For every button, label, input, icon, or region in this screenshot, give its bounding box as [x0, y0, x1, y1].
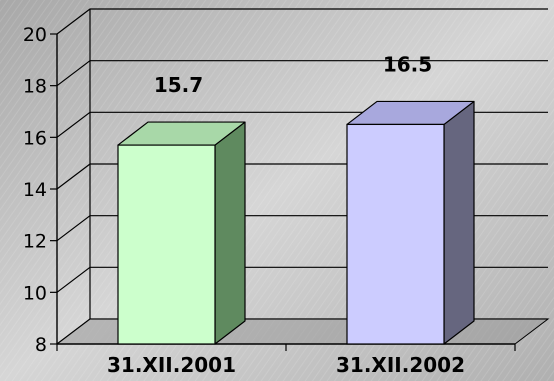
data-label: 16.5	[383, 52, 432, 76]
bar-front	[346, 123, 445, 345]
bar	[346, 100, 475, 345]
y-tick-label: 10	[23, 282, 47, 304]
labels: 8 10 12 14 16 18 20 15.7 31.XII.2001 16.5 31.XII.2…	[23, 24, 465, 377]
y-tick-label: 14	[23, 179, 47, 201]
bars	[117, 100, 475, 345]
y-tick-label: 16	[23, 127, 47, 149]
bar-front	[117, 144, 216, 345]
y-tick-label: 8	[35, 334, 47, 356]
x-tick-label: 31.XII.2002	[336, 353, 465, 377]
y-tick-label: 20	[23, 24, 47, 46]
y-tick-label: 12	[23, 231, 47, 253]
x-tick-label: 31.XII.2001	[107, 353, 236, 377]
bar-side	[443, 100, 475, 345]
bar-side	[214, 121, 246, 345]
y-tick-label: 18	[23, 76, 47, 98]
bar	[117, 121, 246, 345]
data-label: 15.7	[154, 73, 203, 97]
